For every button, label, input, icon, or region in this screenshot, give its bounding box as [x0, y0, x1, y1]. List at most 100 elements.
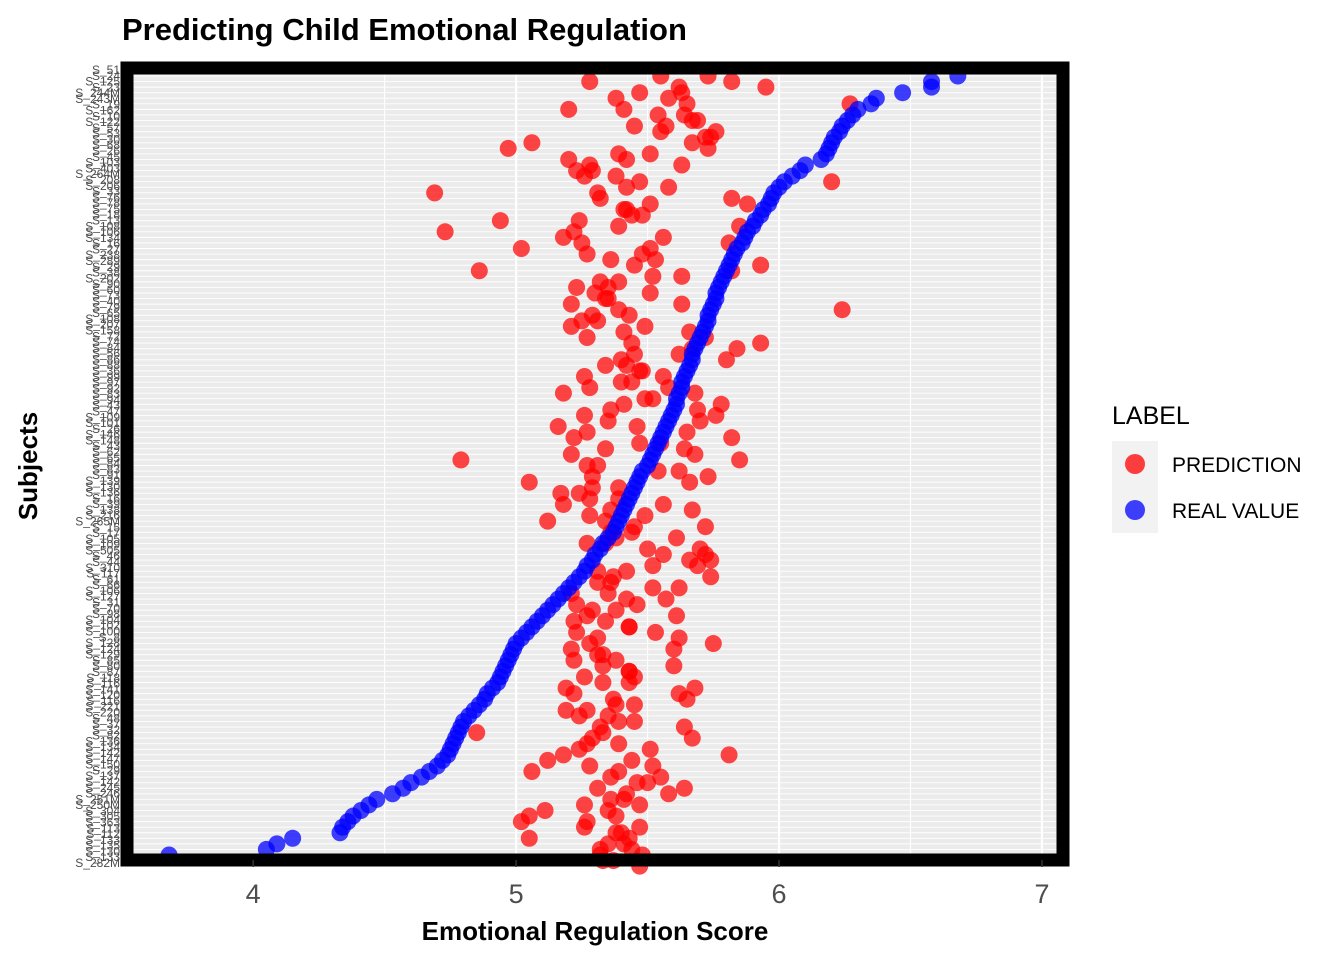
prediction-point — [657, 590, 675, 608]
y-tick-label: S_91 — [92, 468, 120, 482]
y-tick-label: S_250M — [75, 798, 120, 812]
y-tick-label: S_78 — [92, 196, 120, 210]
prediction-point — [615, 100, 633, 118]
prediction-point — [599, 412, 617, 430]
prediction-point — [625, 696, 643, 714]
prediction-point — [523, 763, 541, 781]
prediction-point — [597, 356, 615, 374]
prediction-point — [604, 568, 622, 586]
prediction-point — [668, 529, 686, 547]
prediction-point — [578, 245, 596, 263]
legend-label-real-value: REAL VALUE — [1172, 500, 1299, 523]
y-tick-label: S_310 — [85, 561, 120, 575]
y-tick-label: S_133 — [85, 833, 120, 847]
prediction-point — [652, 768, 670, 786]
prediction-point — [562, 445, 580, 463]
prediction-point — [675, 718, 693, 736]
prediction-point — [573, 312, 591, 330]
y-tick-label: S_117 — [86, 567, 120, 581]
y-tick-label: S_16 — [92, 237, 120, 251]
prediction-point — [668, 607, 686, 625]
y-tick-label: S_264M — [75, 167, 120, 181]
y-tick-label: S_243M — [75, 92, 120, 106]
y-tick-label: S_66 — [92, 578, 120, 592]
y-tick-label: S_304 — [85, 804, 120, 818]
y-tick-label: S_216 — [85, 509, 120, 523]
prediction-point — [618, 178, 636, 196]
y-tick-label: S_100 — [85, 624, 120, 638]
y-tick-label: S_31 — [92, 596, 120, 610]
prediction-point — [610, 217, 628, 235]
y-tick-label: S_27 — [92, 242, 120, 256]
real-value-point — [862, 95, 880, 113]
y-tick-label: S_134 — [85, 231, 120, 245]
prediction-point — [678, 423, 696, 441]
prediction-points — [426, 67, 859, 875]
prediction-point — [562, 295, 580, 313]
x-tick-labels: 4 5 6 7 — [246, 860, 1049, 909]
y-tick-label: S_220 — [85, 706, 120, 720]
y-tick-label: S_10 — [92, 109, 120, 123]
prediction-point — [523, 134, 541, 152]
y-tick-label: S_109 — [85, 410, 120, 424]
chart-title: Predicting Child Emotional Regulation — [122, 12, 687, 47]
prediction-point — [707, 406, 725, 424]
prediction-point — [589, 646, 607, 664]
y-tick-label: S_46 — [92, 549, 120, 563]
y-tick-label: S_83 — [92, 387, 120, 401]
y-tick-label: S_305 — [85, 810, 120, 824]
prediction-point — [628, 418, 646, 436]
y-tick-label: S_85 — [92, 653, 120, 667]
prediction-point — [689, 557, 707, 575]
prediction-point — [641, 195, 659, 213]
prediction-point — [615, 395, 633, 413]
prediction-point — [673, 295, 691, 313]
y-tick-label: S_97 — [92, 376, 120, 390]
prediction-point — [618, 150, 636, 168]
prediction-point — [560, 100, 578, 118]
prediction-point — [581, 490, 599, 508]
y-axis-title: Subjects — [13, 412, 43, 520]
y-tick-label: S_36 — [92, 364, 120, 378]
prediction-point — [615, 835, 633, 853]
prediction-point — [520, 473, 538, 491]
prediction-point — [623, 523, 641, 541]
prediction-point — [654, 228, 672, 246]
y-tick-label: S_118 — [86, 671, 120, 685]
prediction-point — [631, 796, 649, 814]
y-tick-label: S_246 — [85, 787, 120, 801]
y-tick-label: S_136 — [85, 486, 120, 500]
y-tick-label: S_403 — [85, 161, 120, 175]
prediction-point — [570, 707, 588, 725]
prediction-point — [591, 189, 609, 207]
x-tick-label: 6 — [772, 879, 787, 909]
y-tick-label: S_207 — [85, 318, 120, 332]
prediction-point — [625, 712, 643, 730]
prediction-point — [557, 701, 575, 719]
y-tick-label: S_37 — [92, 717, 120, 731]
y-tick-label: S_29 — [92, 763, 120, 777]
prediction-point — [554, 384, 572, 402]
x-tick-label: 5 — [509, 879, 524, 909]
prediction-point — [554, 228, 572, 246]
y-tick-label: S_32 — [92, 723, 120, 737]
y-tick-label: S_73 — [92, 289, 120, 303]
y-tick-label: S_39 — [92, 497, 120, 511]
prediction-point — [589, 573, 607, 591]
prediction-point — [575, 367, 593, 385]
prediction-point — [673, 267, 691, 285]
y-tick-label: S_289 — [85, 254, 120, 268]
prediction-point — [670, 685, 688, 703]
real-value-points — [160, 67, 967, 864]
prediction-point — [631, 173, 649, 191]
prediction-point — [646, 623, 664, 641]
x-tick-label: 4 — [246, 879, 261, 909]
prediction-point — [717, 351, 735, 369]
prediction-point — [702, 551, 720, 569]
prediction-point — [575, 406, 593, 424]
prediction-point — [723, 73, 741, 91]
y-tick-label: S_19 — [92, 98, 120, 112]
y-tick-label: S_84 — [92, 341, 120, 355]
y-tick-label: S_75 — [92, 202, 120, 216]
prediction-point — [660, 178, 678, 196]
